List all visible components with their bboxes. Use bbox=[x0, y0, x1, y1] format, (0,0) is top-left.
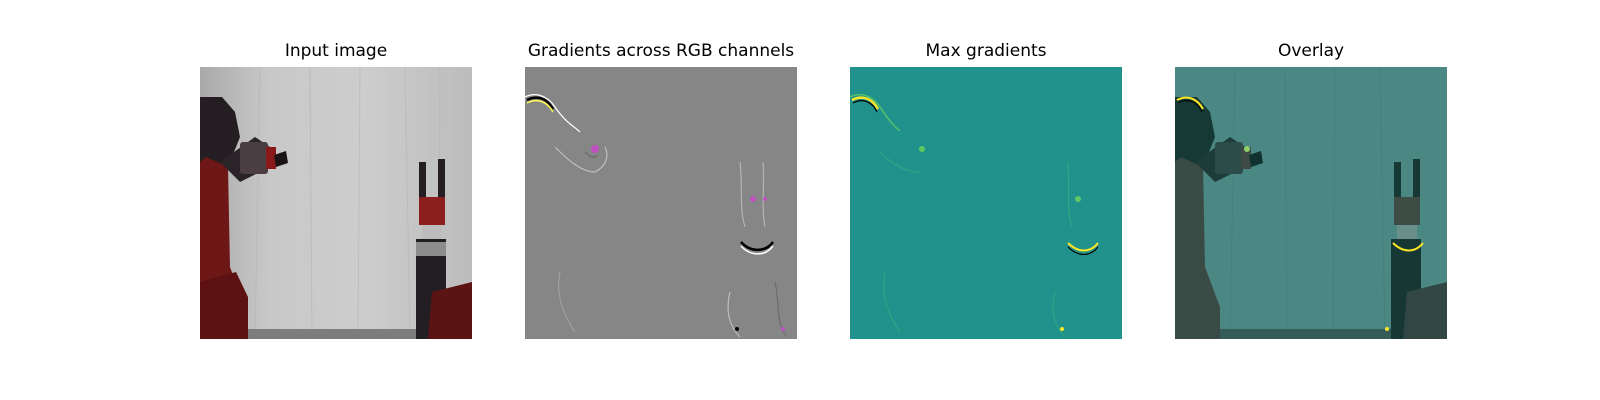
max-gradients-title: Max gradients bbox=[925, 41, 1047, 61]
input-image bbox=[200, 67, 472, 339]
overlay-panel: Overlay bbox=[1175, 40, 1447, 343]
overlay-title: Overlay bbox=[1277, 41, 1345, 61]
rgb-gradients-image bbox=[525, 67, 797, 339]
rgb-gradients-panel: Gradients across RGB channels bbox=[525, 40, 797, 343]
rgb-gradients-title: Gradients across RGB channels bbox=[527, 41, 795, 61]
input-image-panel: Input image bbox=[200, 40, 472, 343]
max-gradients-panel: Max gradients bbox=[850, 40, 1122, 343]
overlay-image bbox=[1175, 67, 1447, 339]
input-image-title: Input image bbox=[284, 41, 388, 61]
max-gradients-image bbox=[850, 67, 1122, 339]
